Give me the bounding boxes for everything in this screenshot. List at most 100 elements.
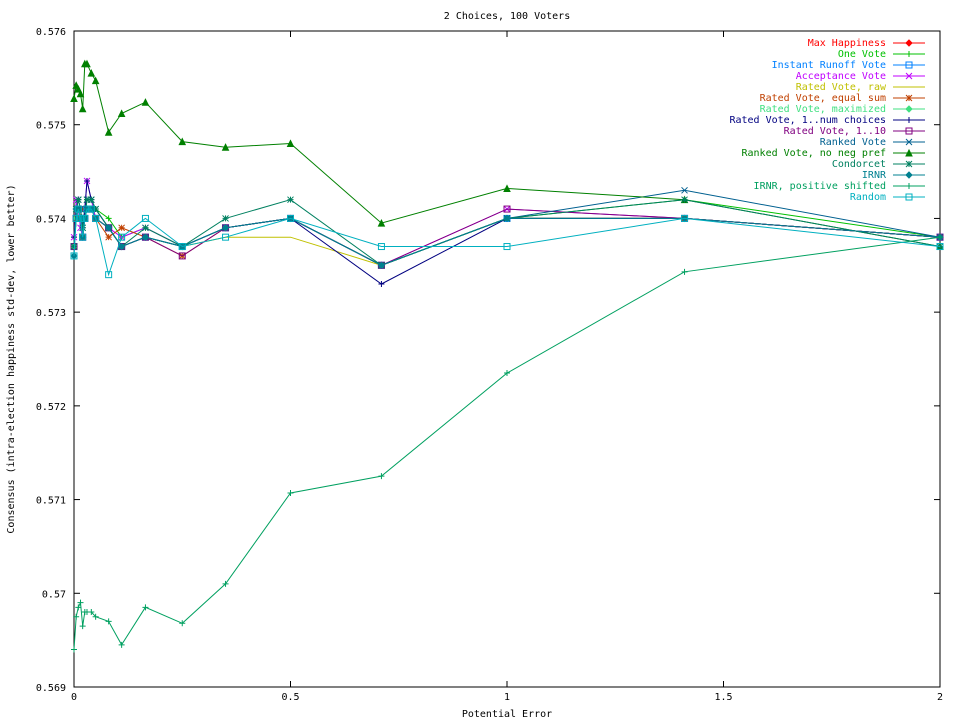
- data-point: [83, 196, 91, 204]
- series-11: [70, 59, 944, 251]
- y-tick-label: 0.571: [36, 496, 66, 507]
- legend-label: Rated Vote, raw: [796, 82, 887, 93]
- data-point: [104, 128, 113, 136]
- data-point: [178, 243, 186, 251]
- legend-marker: [905, 105, 913, 113]
- legend-label: Rated Vote, 1..10: [784, 126, 886, 137]
- legend-entry: Rated Vote, 1..num choices: [729, 115, 925, 126]
- x-axis-title: Potential Error: [462, 709, 552, 720]
- y-tick-label: 0.569: [36, 683, 66, 694]
- legend-marker: [906, 183, 912, 189]
- legend-entry: Condorcet: [832, 159, 925, 170]
- legend-marker: [905, 94, 913, 102]
- legend-marker: [905, 72, 913, 80]
- legend-label: IRNR: [862, 170, 887, 181]
- data-point: [118, 233, 126, 241]
- series-13: [70, 205, 944, 269]
- data-point: [937, 234, 943, 241]
- legend-label: Condorcet: [832, 159, 886, 170]
- data-point: [936, 243, 944, 250]
- data-point: [286, 139, 295, 147]
- data-point: [74, 205, 82, 213]
- data-point: [105, 233, 112, 241]
- data-point: [141, 214, 149, 222]
- data-point: [104, 224, 113, 232]
- data-point: [72, 214, 80, 222]
- data-point: [117, 109, 126, 117]
- data-point: [141, 98, 150, 106]
- data-point: [141, 233, 150, 241]
- data-point: [222, 215, 229, 222]
- legend-entry: Max Happiness: [808, 38, 925, 49]
- legend-label: One Vote: [838, 49, 886, 60]
- legend-entry: IRNR: [862, 170, 925, 181]
- data-point: [76, 89, 85, 98]
- legend-label: Random: [850, 192, 886, 203]
- legend-label: Rated Vote, 1..num choices: [729, 115, 886, 126]
- data-point: [79, 623, 86, 630]
- legend-marker: [906, 51, 912, 57]
- legend-entry: Ranked Vote, no neg pref: [742, 148, 925, 159]
- data-point: [222, 233, 230, 241]
- legend-marker: [905, 138, 913, 146]
- data-point: [88, 609, 95, 616]
- data-point: [92, 214, 100, 222]
- data-point: [71, 646, 77, 653]
- data-point: [503, 214, 511, 223]
- data-point: [936, 243, 944, 251]
- data-point: [79, 233, 87, 241]
- legend-entry: IRNR, positive shifted: [754, 181, 925, 192]
- legend-label: Ranked Vote: [820, 137, 886, 148]
- data-point: [178, 252, 186, 260]
- legend-marker: [905, 39, 913, 47]
- data-point: [105, 215, 112, 222]
- data-point: [378, 281, 385, 288]
- series-layer: [70, 59, 944, 653]
- legend-label: Max Happiness: [808, 38, 886, 49]
- data-point: [74, 196, 82, 204]
- y-tick-label: 0.575: [36, 121, 66, 132]
- data-point: [87, 69, 96, 77]
- data-point: [681, 268, 688, 275]
- legend-marker: [906, 117, 912, 123]
- data-point: [87, 196, 95, 204]
- legend-entry: Rated Vote, maximized: [760, 104, 925, 115]
- legend-marker: [905, 160, 913, 168]
- series-15: [70, 205, 944, 279]
- legend-entry: Instant Runoff Vote: [772, 60, 925, 71]
- data-point: [681, 214, 689, 222]
- data-point: [378, 473, 385, 480]
- legend-label: Rated Vote, equal sum: [760, 93, 886, 104]
- data-point: [221, 143, 230, 151]
- data-point: [105, 271, 113, 279]
- data-point: [73, 613, 80, 620]
- data-point: [75, 604, 82, 611]
- y-tick-label: 0.57: [42, 589, 66, 600]
- series-line: [73, 208, 941, 277]
- data-point: [221, 224, 230, 232]
- legend-marker: [905, 148, 913, 157]
- legend-entry: Ranked Vote: [820, 137, 925, 148]
- legend-marker: [905, 61, 913, 69]
- legend-label: Instant Runoff Vote: [772, 60, 886, 71]
- data-point: [377, 243, 385, 251]
- series-line: [73, 236, 941, 650]
- x-tick-label: 0: [71, 692, 77, 703]
- data-point: [142, 224, 149, 232]
- data-point: [81, 214, 89, 222]
- y-tick-label: 0.573: [36, 308, 66, 319]
- legend-marker: [905, 127, 913, 135]
- data-point: [377, 218, 386, 227]
- series-14: [71, 234, 943, 653]
- data-point: [503, 184, 511, 192]
- legend-label: Acceptance Vote: [796, 71, 886, 82]
- data-point: [377, 261, 386, 269]
- data-point: [79, 224, 87, 232]
- y-tick-label: 0.576: [36, 27, 66, 38]
- data-point: [118, 224, 125, 232]
- data-point: [77, 599, 84, 606]
- legend-label: Ranked Vote, no neg pref: [742, 148, 887, 159]
- data-point: [222, 580, 229, 587]
- data-point: [87, 205, 95, 213]
- data-point: [287, 490, 294, 497]
